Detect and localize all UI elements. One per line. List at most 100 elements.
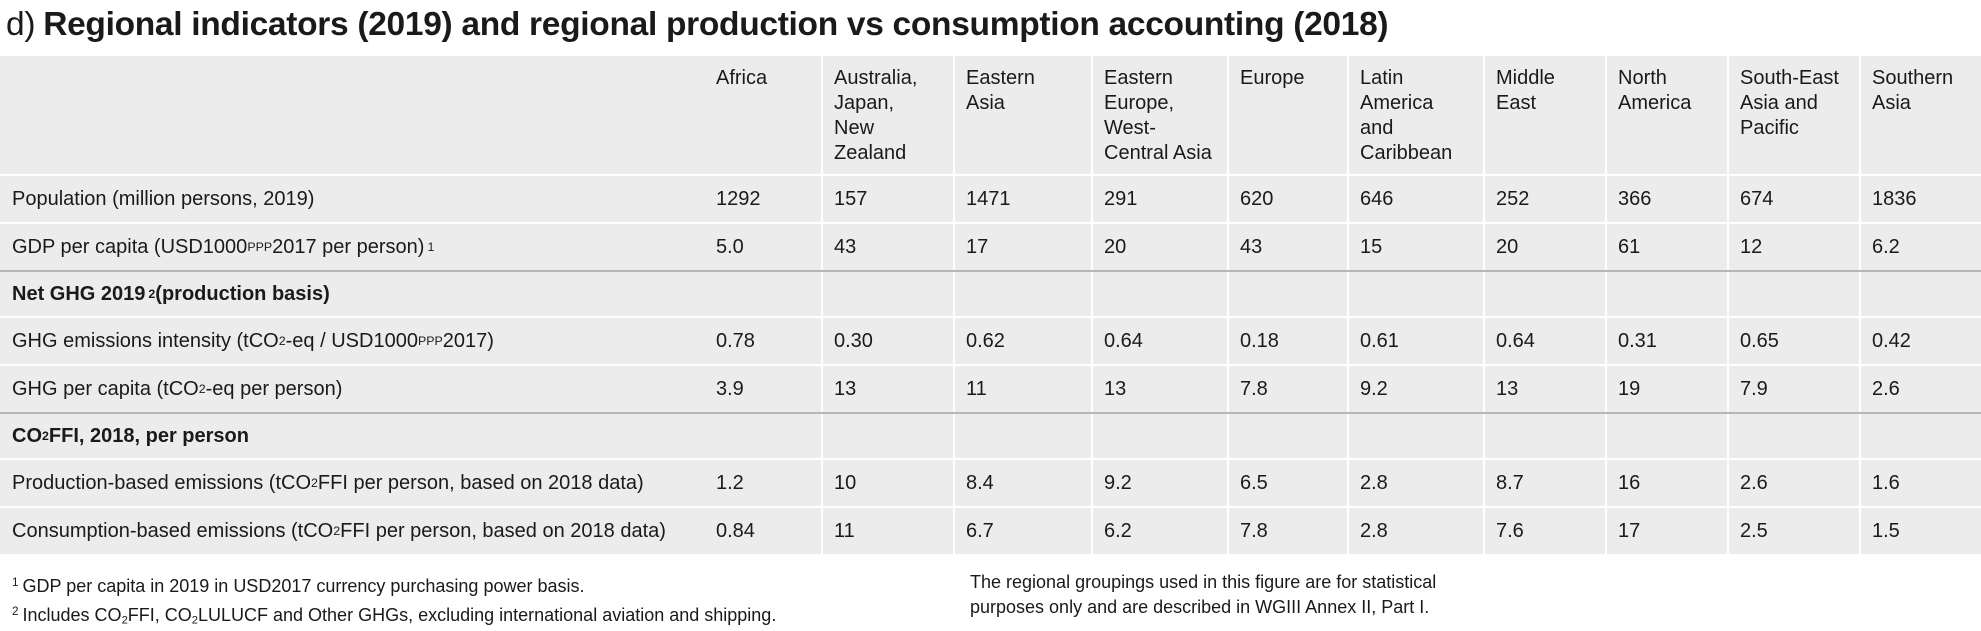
table-cell (1607, 414, 1729, 458)
table-cell: 2.6 (1872, 378, 1900, 400)
table-cell: 19 (1607, 366, 1729, 412)
column-header-eastern-europe-west-central-asia: Eastern Europe, West- Central Asia (1093, 56, 1229, 174)
table-cell: 2.8 (1349, 508, 1485, 554)
table-cell (1861, 272, 1981, 316)
column-header-southern-asia: Southern Asia (1872, 67, 1954, 114)
table-cell: 252 (1485, 176, 1607, 222)
table-cell: 12 (1729, 224, 1861, 270)
table-cell (1349, 272, 1485, 316)
table-cell: 9.2 (1349, 366, 1485, 412)
header-blank-cell (0, 56, 705, 174)
table-cell: 3.9 (705, 366, 823, 412)
table-row-population: Population (million persons, 2019) 1292 … (0, 174, 1981, 222)
table-cell: 1836 (1872, 188, 1917, 210)
table-cell: 13 (1093, 366, 1229, 412)
table-cell (705, 414, 823, 458)
table-cell: 620 (1229, 176, 1349, 222)
panel-label: d) (6, 6, 36, 43)
footnote-ref-2: 2 (148, 287, 156, 301)
table-cell: 0.18 (1229, 318, 1349, 364)
column-header-africa: Africa (705, 56, 823, 174)
row-label-ghg-per-capita: GHG per capita (tCO 2 -eq per person) (12, 378, 343, 400)
table-cell: 16 (1607, 460, 1729, 506)
table-cell: 6.7 (955, 508, 1093, 554)
table-cell (705, 272, 823, 316)
table-cell: 0.31 (1607, 318, 1729, 364)
table-cell: 0.64 (1485, 318, 1607, 364)
table-row-gdp-per-capita: GDP per capita (USD1000 PPP 2017 per pers… (0, 222, 1981, 270)
column-header-latin-america-caribbean: Latin America and Caribbean (1349, 56, 1485, 174)
table-cell: 6.2 (1872, 236, 1900, 258)
table-cell: 43 (1229, 224, 1349, 270)
table-cell: 11 (955, 366, 1093, 412)
table-cell: 7.8 (1229, 366, 1349, 412)
section-row-co2ffi: CO 2 FFI, 2018, per person (0, 412, 1981, 458)
table-cell: 0.64 (1093, 318, 1229, 364)
table-cell: 17 (955, 224, 1093, 270)
footnotes-left: 1 GDP per capita in 2019 in USD2017 curre… (12, 570, 776, 631)
section-label-co2ffi: CO 2 FFI, 2018, per person (12, 425, 249, 447)
regional-indicators-table: Africa Australia, Japan, New Zealand Eas… (0, 56, 1981, 554)
section-label-net-ghg: Net GHG 2019 2 (production basis) (12, 283, 330, 305)
table-row-consumption-based: Consumption-based emissions (tCO 2 FFI per… (0, 506, 1981, 554)
table-cell: 20 (1485, 224, 1607, 270)
section-row-net-ghg: Net GHG 2019 2 (production basis) (0, 270, 1981, 316)
table-cell: 7.9 (1729, 366, 1861, 412)
table-cell: 157 (823, 176, 955, 222)
table-cell: 1292 (705, 176, 823, 222)
table-cell: 291 (1093, 176, 1229, 222)
table-cell (1093, 414, 1229, 458)
figure-heading: d) Regional indicators (2019) and regiona… (6, 2, 1389, 48)
row-label-ghg-intensity: GHG emissions intensity (tCO 2 -eq / USD10… (12, 330, 494, 352)
table-cell: 13 (823, 366, 955, 412)
table-cell: 8.7 (1485, 460, 1607, 506)
table-cell: 7.6 (1485, 508, 1607, 554)
table-cell (1229, 272, 1349, 316)
table-row-ghg-intensity: GHG emissions intensity (tCO 2 -eq / USD10… (0, 316, 1981, 364)
table-cell: 15 (1349, 224, 1485, 270)
table-cell (1861, 414, 1981, 458)
column-header-north-america: North America (1607, 56, 1729, 174)
table-cell: 8.4 (955, 460, 1093, 506)
row-label-consumption-based: Consumption-based emissions (tCO 2 FFI per… (12, 520, 666, 542)
table-cell: 13 (1485, 366, 1607, 412)
table-cell: 0.30 (823, 318, 955, 364)
table-cell: 43 (823, 224, 955, 270)
column-header-eastern-asia: Eastern Asia (955, 56, 1093, 174)
table-cell: 0.84 (705, 508, 823, 554)
table-cell: 366 (1607, 176, 1729, 222)
table-cell: 0.62 (955, 318, 1093, 364)
table-cell: 9.2 (1093, 460, 1229, 506)
table-cell (823, 272, 955, 316)
table-cell: 2.6 (1729, 460, 1861, 506)
table-cell: 646 (1349, 176, 1485, 222)
column-header-middle-east: Middle East (1485, 56, 1607, 174)
row-label-production-based: Production-based emissions (tCO 2 FFI per … (12, 472, 644, 494)
table-cell (1229, 414, 1349, 458)
table-cell: 11 (823, 508, 955, 554)
table-cell: 1.2 (705, 460, 823, 506)
table-row-production-based: Production-based emissions (tCO 2 FFI per … (0, 458, 1981, 506)
table-cell: 1.6 (1872, 472, 1900, 494)
table-cell (823, 414, 955, 458)
table-cell: 2.8 (1349, 460, 1485, 506)
column-header-south-east-asia-pacific: South-East Asia and Pacific (1729, 56, 1861, 174)
table-header-row: Africa Australia, Japan, New Zealand Eas… (0, 56, 1981, 174)
table-cell: 6.5 (1229, 460, 1349, 506)
table-cell: 674 (1729, 176, 1861, 222)
table-cell: 6.2 (1093, 508, 1229, 554)
table-cell: 10 (823, 460, 955, 506)
footnote-2: 2 Includes CO2FFI, CO2LULUCF and Other GH… (12, 604, 777, 627)
column-header-europe: Europe (1229, 56, 1349, 174)
table-cell: 20 (1093, 224, 1229, 270)
table-cell: 17 (1607, 508, 1729, 554)
row-label-gdp-per-capita: GDP per capita (USD1000 PPP 2017 per pers… (12, 236, 435, 258)
table-cell (955, 272, 1093, 316)
table-cell (1607, 272, 1729, 316)
table-cell: 0.42 (1872, 330, 1911, 352)
table-cell (1485, 272, 1607, 316)
table-cell: 0.78 (705, 318, 823, 364)
footnote-ref-1: 1 (427, 240, 435, 254)
table-cell: 1.5 (1872, 520, 1900, 542)
table-cell (1485, 414, 1607, 458)
